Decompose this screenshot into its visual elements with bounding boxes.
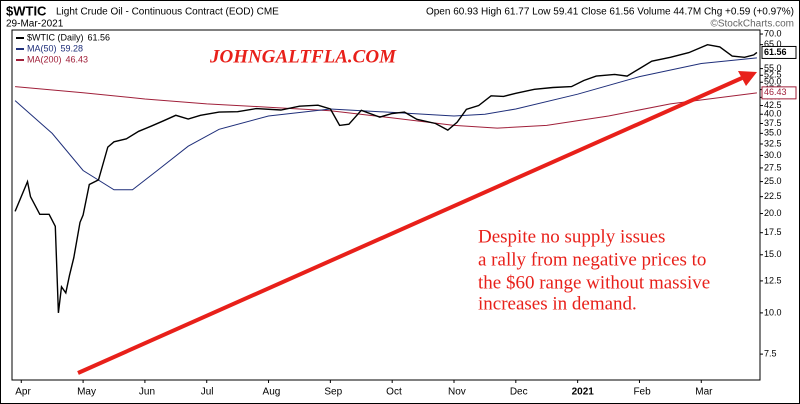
x-tick-label: Aug bbox=[263, 387, 281, 398]
y-tick-label: 10.0 bbox=[764, 307, 782, 317]
series-line bbox=[15, 86, 757, 129]
chart-title: $WTIC bbox=[6, 3, 47, 18]
y-tick-label: 27.5 bbox=[764, 162, 782, 172]
x-tick-label: Feb bbox=[633, 387, 651, 398]
x-tick-label: Jul bbox=[201, 387, 214, 398]
x-tick-label: Jun bbox=[139, 387, 155, 398]
legend-value: 46.43 bbox=[66, 54, 89, 64]
y-tick-label: 65.0 bbox=[764, 39, 782, 49]
y-tick-label: 30.0 bbox=[764, 150, 782, 160]
y-tick-label: 35.0 bbox=[764, 128, 782, 138]
x-tick-label: 2021 bbox=[572, 387, 595, 398]
y-tick-label: 17.5 bbox=[764, 227, 782, 237]
annotation-block: Despite no supply issues a rally from ne… bbox=[478, 226, 710, 314]
x-tick-label: May bbox=[77, 387, 96, 398]
last-value-box bbox=[761, 45, 797, 59]
chart-date: 29-Mar-2021 bbox=[6, 19, 64, 30]
last-value-label: 61.56 bbox=[764, 47, 787, 57]
annotation: Despite no supply issues bbox=[478, 226, 665, 247]
y-tick-label: 15.0 bbox=[764, 249, 782, 259]
annotation: a rally from negative prices to bbox=[478, 249, 706, 270]
y-tick-label: 32.5 bbox=[764, 138, 782, 148]
x-tick-label: Mar bbox=[695, 387, 713, 398]
series-line bbox=[14, 57, 757, 191]
y-tick-label: 37.5 bbox=[764, 118, 782, 128]
x-tick-label: Oct bbox=[386, 387, 402, 398]
legend-label: MA(50) bbox=[27, 43, 57, 53]
y-tick-label: 50.0 bbox=[764, 77, 782, 87]
series-line bbox=[14, 43, 758, 313]
legend-value: 59.28 bbox=[61, 43, 84, 53]
y-tick-label: 22.5 bbox=[764, 191, 782, 201]
arrow-head bbox=[738, 71, 757, 86]
quote: Open 60.93 High 61.77 Low 59.41 Close 61… bbox=[426, 7, 794, 18]
y-tick-label: 55.0 bbox=[764, 63, 782, 73]
y-tick-label: 40.0 bbox=[764, 109, 782, 119]
watermark-annotation: JOHNGALTFLA.COM bbox=[209, 46, 397, 67]
last-value-box bbox=[761, 86, 797, 100]
legend-label: MA(200) bbox=[27, 54, 62, 64]
plot: 70.065.055.052.550.047.545.042.540.037.5… bbox=[14, 28, 797, 398]
plot-area bbox=[11, 29, 761, 381]
source: ©StockCharts.com bbox=[710, 19, 794, 30]
y-tick-label: 52.5 bbox=[764, 70, 782, 80]
x-tick-label: Dec bbox=[510, 387, 528, 398]
y-tick-label: 20.0 bbox=[764, 208, 782, 218]
x-tick-label: Apr bbox=[15, 387, 31, 398]
y-tick-label: 42.5 bbox=[764, 100, 782, 110]
y-tick-label: 12.5 bbox=[764, 275, 782, 285]
y-tick-label: 7.5 bbox=[764, 348, 777, 358]
x-tick-label: Nov bbox=[448, 387, 466, 398]
last-value-label: 46.43 bbox=[764, 87, 787, 97]
annotation: increases in demand. bbox=[478, 293, 637, 314]
y-tick-label: 70.0 bbox=[764, 28, 782, 38]
y-tick-label: 25.0 bbox=[764, 176, 782, 186]
trend-arrow bbox=[77, 76, 743, 375]
legend-label: $WTIC (Daily) bbox=[27, 32, 84, 42]
annotation: the $60 range without massive bbox=[478, 272, 710, 293]
legend-value: 61.56 bbox=[88, 32, 111, 42]
x-tick-label: Sep bbox=[324, 387, 342, 398]
chart-subtitle: Light Crude Oil - Continuous Contract (E… bbox=[56, 7, 279, 18]
